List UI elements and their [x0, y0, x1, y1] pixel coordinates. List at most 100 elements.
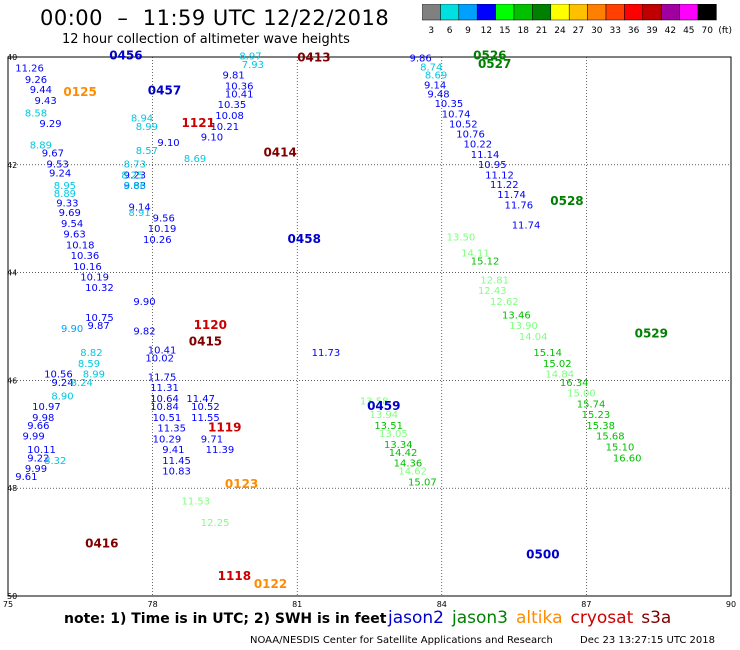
jason3-swh-point: 13.90 — [509, 321, 538, 332]
x-tick-label: 84 — [437, 600, 447, 609]
cryosat-swh-point: 8.69 — [184, 154, 206, 165]
jason2-swh-point: 9.83 — [124, 181, 146, 192]
jason3-swh-point: 15.02 — [543, 359, 572, 370]
scale-swatch — [697, 4, 717, 21]
color-scale-labels: 3 6 9 12 15 18 21 24 27 30 33 36 39 42 45 70 (ft) — [428, 26, 732, 36]
jason2-swh-point: 11.47 — [186, 394, 215, 405]
altika-swh-point: 11.53 — [182, 496, 211, 507]
jason2-swh-point: 9.48 — [427, 89, 449, 100]
cryosat-swh-point: 8.90 — [51, 391, 73, 402]
pass-time-label: 1118 — [218, 569, 251, 583]
x-tick-label: 75 — [3, 600, 13, 609]
scale-label: 15 — [499, 26, 510, 36]
jason3-swh-point: 12.43 — [478, 286, 507, 297]
jason2-swh-point: 9.90 — [133, 297, 155, 308]
jason2-swh-point: 10.52 — [191, 402, 220, 413]
pass-time-label: 0527 — [478, 57, 511, 71]
legend-item-jason2: jason2 — [388, 608, 444, 628]
chart-title: 00:00 – 11:59 UTC 12/22/2018 — [40, 6, 390, 30]
cryosat-swh-point: 8.24 — [71, 378, 93, 389]
jason2-swh-point: 10.35 — [435, 99, 464, 110]
y-tick-label: 46 — [7, 376, 17, 385]
jason2-swh-point: 9.23 — [124, 170, 146, 181]
altika-swh-point: 9.90 — [61, 324, 83, 335]
jason2-swh-point: 10.19 — [80, 273, 109, 284]
scale-label: 21 — [536, 26, 547, 36]
jason3-swh-point: 15.12 — [471, 257, 500, 268]
jason3-swh-point: 15.00 — [567, 389, 596, 400]
jason2-swh-point: 9.81 — [222, 71, 244, 82]
legend-item-cryosat: cryosat — [570, 608, 634, 628]
scale-label: 6 — [447, 26, 453, 36]
jason3-swh-point: 16.34 — [560, 378, 589, 389]
jason3-swh-point: 15.23 — [582, 410, 611, 421]
cryosat-swh-point: 8.69 — [425, 71, 447, 82]
jason3-swh-point: 13.94 — [370, 410, 399, 421]
jason2-swh-point: 9.24 — [51, 378, 73, 389]
pass-time-label: 0123 — [225, 477, 258, 491]
jason2-swh-point: 9.99 — [25, 464, 47, 475]
scale-label: 24 — [554, 26, 566, 36]
jason3-swh-point: 16.60 — [613, 453, 642, 464]
jason2-swh-point: 10.41 — [148, 345, 177, 356]
jason2-swh-point: 10.83 — [162, 467, 191, 478]
jason2-swh-point: 11.73 — [312, 348, 341, 359]
jason2-swh-point: 9.66 — [27, 421, 49, 432]
scale-label: 3 — [428, 26, 434, 36]
cryosat-swh-point: 8.32 — [44, 456, 66, 467]
legend-item-jason3: jason3 — [452, 608, 508, 628]
jason2-swh-point: 9.43 — [35, 96, 57, 107]
jason3-swh-point: 15.38 — [586, 421, 615, 432]
x-tick-label: 90 — [726, 600, 736, 609]
jason2-swh-point: 10.18 — [66, 240, 95, 251]
jason2-swh-point: 9.87 — [88, 321, 110, 332]
cryosat-swh-point: 8.95 — [54, 181, 76, 192]
jason3-swh-point: 14.36 — [394, 459, 423, 470]
jason2-swh-point: 11.39 — [206, 445, 235, 456]
jason2-swh-point: 11.75 — [148, 372, 177, 383]
scale-label: 30 — [591, 26, 603, 36]
x-tick-label: 78 — [148, 600, 158, 609]
jason2-swh-point: 11.45 — [162, 456, 191, 467]
footnote: note: 1) Time is in UTC; 2) SWH is in fe… — [64, 611, 387, 627]
jason2-swh-point: 10.52 — [449, 120, 478, 131]
jason2-swh-point: 9.71 — [201, 434, 223, 445]
plot-frame — [7, 56, 732, 597]
jason2-swh-point: 9.67 — [42, 149, 64, 160]
jason3-swh-point: 12.62 — [490, 297, 519, 308]
jason2-swh-point: 11.35 — [157, 424, 186, 435]
cryosat-swh-point: 8.99 — [136, 122, 158, 133]
jason2-swh-point: 10.76 — [456, 129, 485, 140]
legend-item-s3a: s3a — [641, 608, 672, 628]
jason2-swh-point: 11.55 — [191, 413, 220, 424]
chart-subtitle: 12 hour collection of altimeter wave hei… — [62, 32, 350, 47]
pass-time-label: 0458 — [288, 232, 321, 246]
jason3-swh-point: 13.58 — [360, 397, 389, 408]
cryosat-swh-point: 8.89 — [54, 189, 76, 200]
jason3-swh-point: 14.04 — [519, 332, 548, 343]
jason2-swh-point: 10.26 — [143, 235, 172, 246]
scale-label: 39 — [646, 26, 658, 36]
pass-time-label: 1120 — [194, 318, 227, 332]
jason2-swh-point: 9.14 — [424, 80, 446, 91]
pass-time-label: 0529 — [635, 326, 668, 340]
jason2-swh-point: 10.02 — [145, 354, 174, 365]
jason3-swh-point: 13.05 — [379, 429, 408, 440]
pass-time-label: 0416 — [85, 536, 118, 550]
jason2-swh-point: 10.36 — [225, 81, 254, 92]
cryosat-swh-point: 8.89 — [30, 141, 52, 152]
jason2-swh-point: 11.31 — [150, 383, 179, 394]
pass-time-label: 0459 — [367, 399, 400, 413]
jason2-swh-point: 11.26 — [15, 64, 44, 75]
pass-time-label: 0456 — [109, 49, 142, 63]
scale-label: 36 — [628, 26, 640, 36]
jason2-swh-point: 11.12 — [485, 170, 514, 181]
jason2-swh-point: 9.10 — [201, 133, 223, 144]
jason2-swh-point: 9.44 — [30, 85, 52, 96]
jason2-swh-point: 10.75 — [85, 313, 114, 324]
jason2-swh-point: 9.24 — [49, 169, 71, 180]
jason2-swh-point: 10.84 — [150, 402, 179, 413]
jason2-swh-point: 9.53 — [47, 159, 69, 170]
jason2-swh-point: 10.21 — [210, 122, 239, 133]
cryosat-swh-point: 8.57 — [136, 146, 158, 157]
